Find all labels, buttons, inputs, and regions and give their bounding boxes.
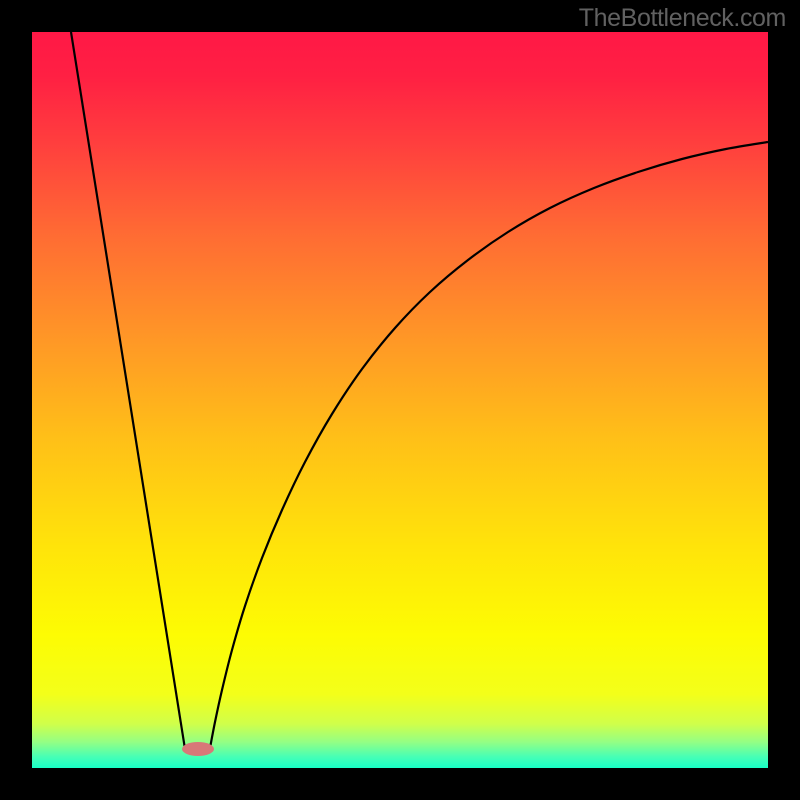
optimum-marker	[182, 742, 214, 756]
chart-container: TheBottleneck.com	[0, 0, 800, 800]
bottleneck-curve-chart	[0, 0, 800, 800]
plot-background-gradient	[32, 32, 768, 768]
watermark-text: TheBottleneck.com	[579, 4, 786, 33]
